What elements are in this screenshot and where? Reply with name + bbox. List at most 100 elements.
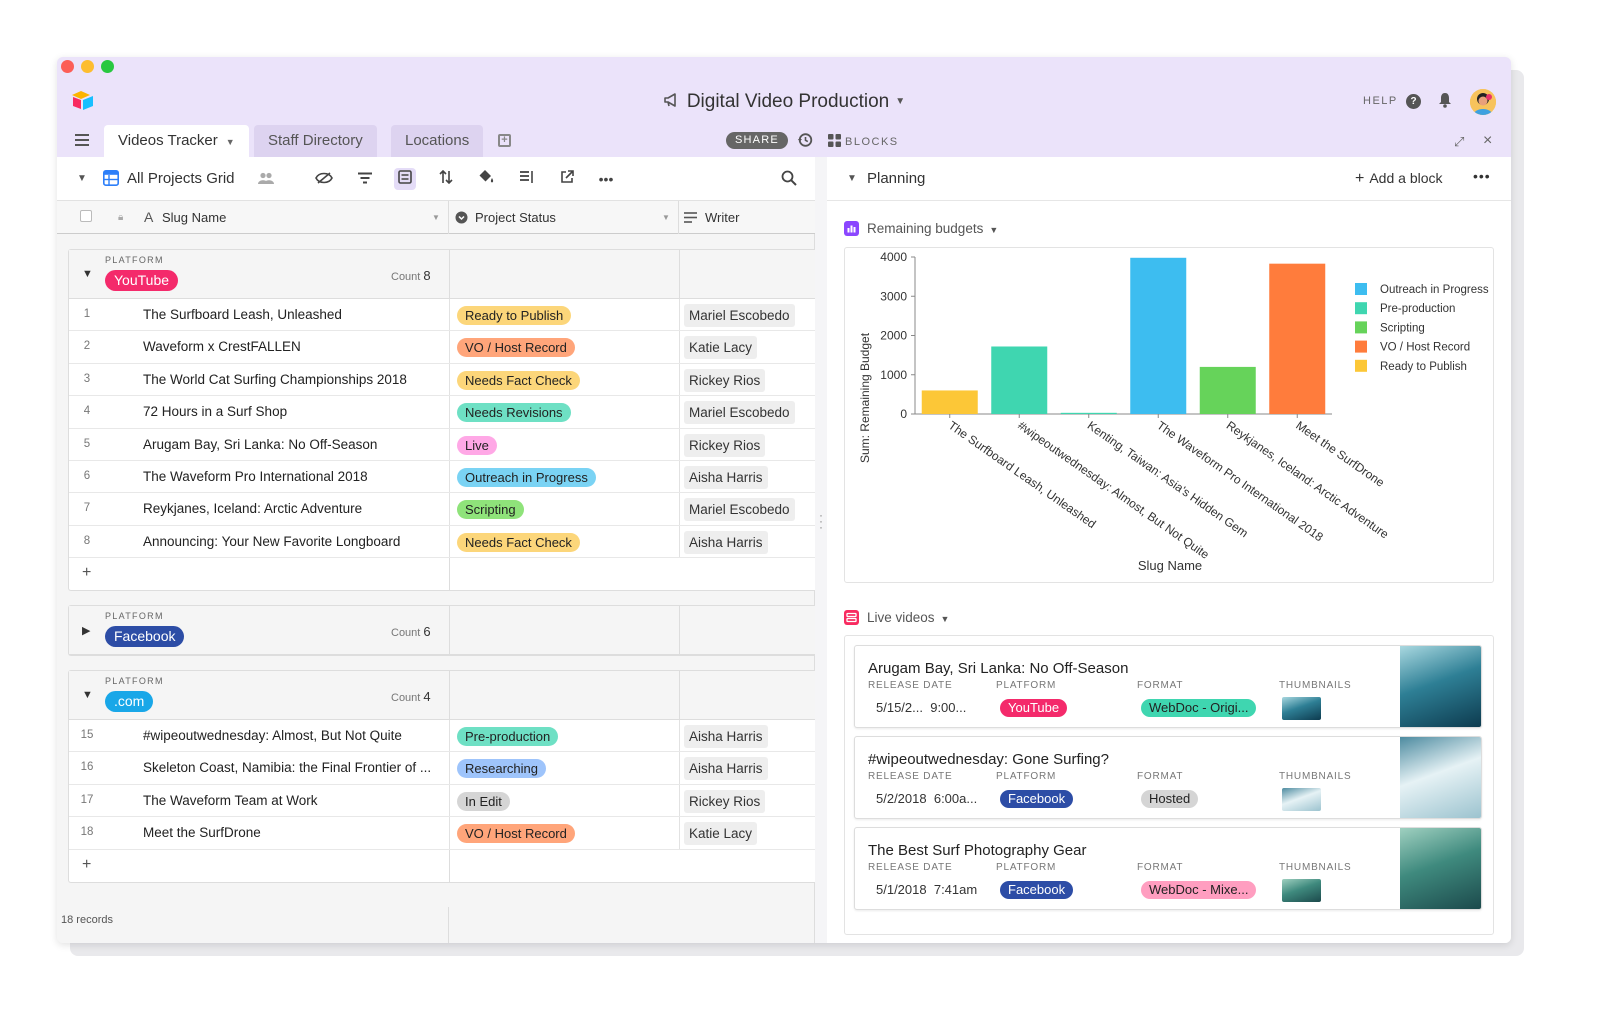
dashboard-title[interactable]: Planning [867,170,926,187]
group-header[interactable]: ▶ PLATFORM Facebook Count 6 [69,606,815,655]
table-row[interactable]: 3 The World Cat Surfing Championships 201… [69,363,816,397]
slug-name-cell[interactable]: 72 Hours in a Surf Shop [143,404,288,420]
slug-name-cell[interactable]: Waveform x CrestFALLEN [143,339,301,355]
writer-link[interactable]: Aisha Harris [684,530,768,554]
status-cell[interactable]: VO / Host Record [449,331,679,363]
live-video-card[interactable]: The Best Surf Photography Gear RELEASE DA… [854,827,1482,910]
add-record-button[interactable]: + [69,849,815,882]
writer-link[interactable]: Mariel Escobedo [684,401,795,425]
bell-icon[interactable] [1438,92,1452,108]
close-icon[interactable]: × [1483,132,1493,149]
more-options-icon[interactable]: ••• [1473,168,1491,184]
status-cell[interactable]: VO / Host Record [449,817,679,849]
writer-cell[interactable]: Aisha Harris [679,460,816,493]
add-table-icon[interactable]: + [498,134,511,147]
table-row[interactable]: 4 72 Hours in a Surf Shop Needs Revisions M… [69,396,816,429]
chart-block-title[interactable]: Remaining budgets ▼ [844,221,998,236]
slug-name-cell[interactable]: Announcing: Your New Favorite Longboard [143,533,401,549]
writer-cell[interactable]: Aisha Harris [679,752,816,784]
status-cell[interactable]: Needs Fact Check [449,363,679,396]
column-header-writer[interactable]: Writer [705,210,740,225]
writer-link[interactable]: Rickey Rios [684,789,766,813]
live-video-card[interactable]: #wipeoutwednesday: Gone Surfing? RELEASE … [854,736,1482,819]
add-record-button[interactable]: + [69,558,815,591]
group-header[interactable]: ▼ PLATFORM .com Count 4 [69,671,815,720]
table-row[interactable]: 17 The Waveform Team at Work In Edit Rickey… [69,784,816,818]
group-icon[interactable] [394,168,416,190]
zoom-window-button[interactable] [101,60,114,73]
writer-cell[interactable]: Rickey Rios [679,363,816,396]
thumbnail-small-image[interactable] [1282,697,1321,720]
history-icon[interactable] [797,132,813,148]
writer-link[interactable]: Aisha Harris [684,725,768,748]
slug-name-cell[interactable]: The Surfboard Leash, Unleashed [143,307,342,322]
more-options-icon[interactable]: ••• [598,171,614,187]
status-cell[interactable]: Live [449,428,679,460]
writer-link[interactable]: Aisha Harris [684,465,768,489]
writer-cell[interactable]: Aisha Harris [679,720,816,752]
collapse-group-icon[interactable]: ▼ [82,689,93,701]
writer-cell[interactable]: Mariel Escobedo [679,396,816,428]
collapse-group-icon[interactable]: ▼ [82,268,93,280]
slug-name-cell[interactable]: The World Cat Surfing Championships 2018 [143,371,407,387]
writer-cell[interactable]: Mariel Escobedo [679,299,816,331]
writer-link[interactable]: Mariel Escobedo [684,498,795,522]
view-name[interactable]: All Projects Grid [127,170,235,187]
base-title[interactable]: Digital Video Production ▼ [57,91,1511,113]
slug-name-cell[interactable]: #wipeoutwednesday: Almost, But Not Quite [143,728,402,743]
live-video-card[interactable]: Arugam Bay, Sri Lanka: No Off-Season RELE… [854,645,1482,728]
slug-name-cell[interactable]: Skeleton Coast, Namibia: the Final Front… [143,760,432,776]
share-button[interactable]: SHARE [726,132,788,149]
writer-cell[interactable]: Mariel Escobedo [679,493,816,525]
tab-locations[interactable]: Locations [391,125,484,157]
table-row[interactable]: 16 Skeleton Coast, Namibia: the Final Fro… [69,752,816,785]
table-row[interactable]: 7 Reykjanes, Iceland: Arctic Adventure Scr… [69,493,816,526]
hide-fields-icon[interactable] [313,168,335,190]
writer-link[interactable]: Rickey Rios [684,368,766,392]
table-row[interactable]: 8 Announcing: Your New Favorite Longboard… [69,525,816,559]
expand-icon[interactable]: ⤢ [1454,134,1465,149]
writer-cell[interactable]: Aisha Harris [679,525,816,558]
group-header[interactable]: ▼ PLATFORM YouTube Count 8 [69,250,815,299]
slug-name-cell[interactable]: Meet the SurfDrone [143,825,261,841]
column-header-slug[interactable]: Slug Name [162,210,227,225]
column-header-status[interactable]: Project Status [475,210,556,225]
help-label[interactable]: HELP [1363,95,1398,107]
status-cell[interactable]: Needs Fact Check [449,525,679,558]
writer-cell[interactable]: Katie Lacy [679,817,816,849]
add-block-button[interactable]: + Add a block [1355,170,1443,187]
writer-cell[interactable]: Rickey Rios [679,784,816,817]
slug-name-cell[interactable]: Arugam Bay, Sri Lanka: No Off-Season [143,436,378,452]
status-cell[interactable]: In Edit [449,784,679,817]
writer-link[interactable]: Mariel Escobedo [684,304,795,327]
user-avatar[interactable] [1470,89,1496,115]
table-row[interactable]: 2 Waveform x CrestFALLEN VO / Host Record K… [69,331,815,364]
collapse-icon[interactable]: ▼ [847,173,857,184]
tab-staff-directory[interactable]: Staff Directory [254,125,377,157]
chevron-down-icon[interactable]: ▼ [432,213,440,222]
table-row[interactable]: 1 The Surfboard Leash, Unleashed Ready to … [69,299,816,332]
expand-group-icon[interactable]: ▶ [82,625,91,637]
writer-link[interactable]: Katie Lacy [684,822,758,846]
collapse-sidebar-icon[interactable]: ▼ [77,173,87,184]
row-height-icon[interactable] [516,168,538,190]
writer-cell[interactable]: Rickey Rios [679,428,816,460]
blocks-button[interactable]: BLOCKS [828,134,899,148]
collaborators-icon[interactable] [258,172,274,187]
slug-name-cell[interactable]: The Waveform Team at Work [143,792,318,808]
search-icon[interactable] [781,170,797,186]
minimize-window-button[interactable] [81,60,94,73]
sort-icon[interactable] [435,168,457,190]
menu-icon[interactable] [75,134,89,146]
status-cell[interactable]: Ready to Publish [449,299,679,331]
table-row[interactable]: 18 Meet the SurfDrone VO / Host Record Kati… [69,817,816,850]
slug-name-cell[interactable]: Reykjanes, Iceland: Arctic Adventure [143,501,363,517]
table-row[interactable]: 6 The Waveform Pro International 2018 Outr… [69,460,816,494]
color-icon[interactable] [475,168,497,190]
table-row[interactable]: 15 #wipeoutwednesday: Almost, But Not Qui… [69,720,816,753]
airtable-logo-icon[interactable] [70,90,96,112]
filter-icon[interactable] [354,168,376,190]
thumbnail-small-image[interactable] [1282,788,1321,811]
writer-link[interactable]: Katie Lacy [684,336,758,360]
close-window-button[interactable] [61,60,74,73]
